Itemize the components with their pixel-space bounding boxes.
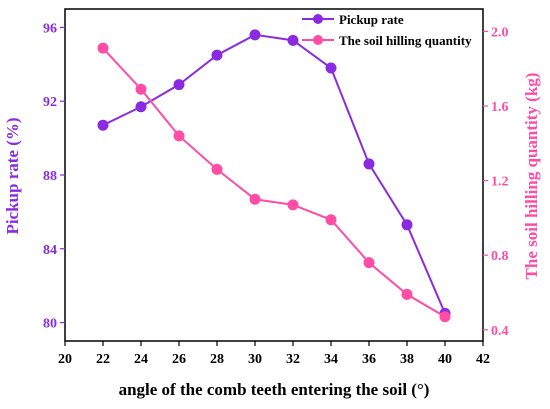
legend: Pickup rate The soil hilling quantity <box>302 12 472 48</box>
x-tick-label-26: 26 <box>172 352 186 367</box>
data-point-pickup-rate-28 <box>211 49 223 61</box>
data-point-soil-hilling-40 <box>439 311 451 323</box>
left-y-tick-label-92: 92 <box>43 95 57 110</box>
data-point-pickup-rate-22 <box>97 119 109 131</box>
right-y-tick-label-1.2: 1.2 <box>491 175 509 190</box>
data-point-pickup-rate-36 <box>363 158 375 170</box>
legend-label-pickup-rate: Pickup rate <box>339 12 404 27</box>
data-point-pickup-rate-30 <box>249 29 261 41</box>
right-y-tick-label-0.4: 0.4 <box>491 324 509 339</box>
data-point-soil-hilling-38 <box>401 288 413 300</box>
data-point-pickup-rate-38 <box>401 219 413 231</box>
series-line-soil-hilling <box>102 47 446 318</box>
data-point-soil-hilling-32 <box>287 199 299 211</box>
legend-label-soil-hilling: The soil hilling quantity <box>339 33 472 48</box>
x-tick-label-24: 24 <box>134 352 148 367</box>
x-tick-label-34: 34 <box>324 352 338 367</box>
data-point-pickup-rate-24 <box>135 101 147 113</box>
left-y-tick-label-84: 84 <box>43 243 57 258</box>
legend-marker-pickup-rate <box>313 14 323 24</box>
x-tick-label-36: 36 <box>362 352 376 367</box>
data-point-pickup-rate-26 <box>173 79 185 91</box>
left-y-tick-label-88: 88 <box>43 169 57 184</box>
legend-marker-soil-hilling <box>313 35 323 45</box>
x-tick-label-30: 30 <box>248 352 262 367</box>
data-point-soil-hilling-36 <box>363 257 375 269</box>
x-tick-label-32: 32 <box>286 352 300 367</box>
right-y-tick-label-1.6: 1.6 <box>491 100 509 115</box>
x-tick-label-20: 20 <box>58 352 72 367</box>
left-y-axis-title: Pickup rate (%) <box>3 117 22 234</box>
data-point-soil-hilling-26 <box>173 130 185 142</box>
x-tick-label-38: 38 <box>400 352 414 367</box>
x-tick-label-42: 42 <box>476 352 490 367</box>
right-y-tick-label-0.8: 0.8 <box>491 249 509 264</box>
plot-frame <box>64 8 484 342</box>
x-tick-label-28: 28 <box>210 352 224 367</box>
x-tick-label-40: 40 <box>438 352 452 367</box>
data-point-soil-hilling-34 <box>325 214 337 226</box>
left-y-tick-label-80: 80 <box>43 317 57 332</box>
data-point-pickup-rate-34 <box>325 62 337 74</box>
data-point-soil-hilling-22 <box>97 42 109 54</box>
left-y-tick-label-96: 96 <box>43 21 57 36</box>
x-tick-label-22: 22 <box>96 352 110 367</box>
right-y-axis-title: The soil hilling quantity (kg) <box>522 73 541 280</box>
data-point-pickup-rate-32 <box>287 34 299 46</box>
data-point-soil-hilling-24 <box>135 83 147 95</box>
series-line-pickup-rate <box>102 33 446 314</box>
x-axis-title: angle of the comb teeth entering the soi… <box>119 380 430 399</box>
data-point-soil-hilling-28 <box>211 163 223 175</box>
right-y-tick-label-2: 2.0 <box>491 25 509 40</box>
data-point-soil-hilling-30 <box>249 193 261 205</box>
